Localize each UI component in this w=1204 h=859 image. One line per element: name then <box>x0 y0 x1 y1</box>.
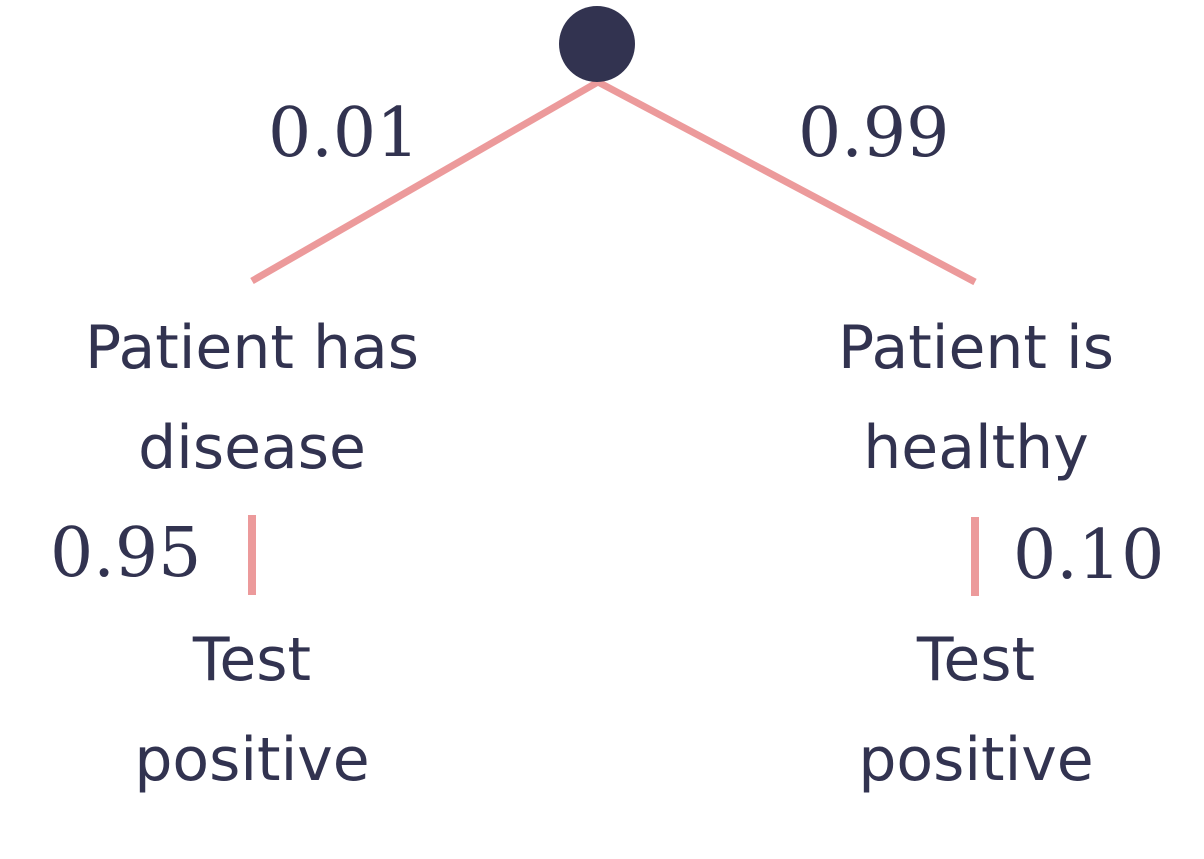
node-patient-has-disease: Patient has disease <box>52 298 452 498</box>
probability-test-positive-given-disease: 0.95 <box>50 514 202 593</box>
node-patient-is-healthy: Patient is healthy <box>776 298 1176 498</box>
probability-healthy: 0.99 <box>798 94 950 173</box>
edge-root-to-healthy <box>596 78 977 286</box>
node-test-positive-healthy: Test positive <box>776 610 1176 810</box>
node-label-line: Patient has <box>84 313 420 383</box>
node-label-line: disease <box>138 413 366 483</box>
node-label-line: Patient is <box>838 313 1114 383</box>
edge-root-to-disease <box>250 78 600 285</box>
probability-disease: 0.01 <box>268 94 420 173</box>
node-label-line: Test <box>916 625 1036 695</box>
root-node <box>559 6 635 82</box>
probability-test-positive-given-healthy: 0.10 <box>1013 516 1165 595</box>
node-label-line: healthy <box>863 413 1089 483</box>
node-label-line: positive <box>858 725 1094 795</box>
node-label-line: positive <box>134 725 370 795</box>
node-test-positive-disease: Test positive <box>52 610 452 810</box>
node-label-line: Test <box>192 625 312 695</box>
